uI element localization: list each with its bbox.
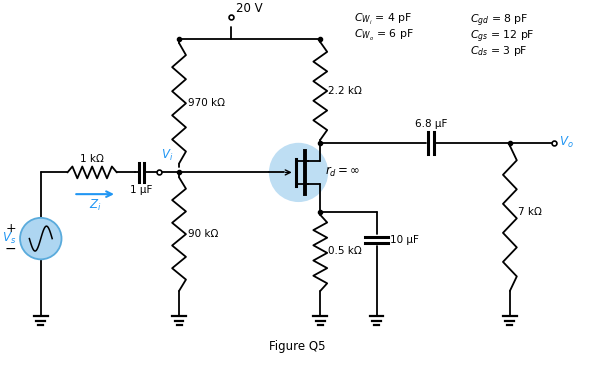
Text: 7 kΩ: 7 kΩ xyxy=(518,207,542,217)
Text: $V_i$: $V_i$ xyxy=(161,147,173,162)
Text: 1 kΩ: 1 kΩ xyxy=(80,154,104,164)
Circle shape xyxy=(269,143,328,202)
Text: $C_{ds}$ = 3 pF: $C_{ds}$ = 3 pF xyxy=(470,44,528,58)
Text: $C_{gs}$ = 12 pF: $C_{gs}$ = 12 pF xyxy=(470,28,535,45)
Text: $C_{gd}$ = 8 pF: $C_{gd}$ = 8 pF xyxy=(470,12,529,29)
Text: 90 kΩ: 90 kΩ xyxy=(188,229,219,239)
Text: −: − xyxy=(4,242,16,256)
Text: $r_d = \infty$: $r_d = \infty$ xyxy=(325,165,361,180)
Text: 20 V: 20 V xyxy=(237,3,263,15)
Text: 2.2 kΩ: 2.2 kΩ xyxy=(328,86,362,96)
Text: $C_{W_i}$ = 4 pF: $C_{W_i}$ = 4 pF xyxy=(354,12,412,27)
Text: $V_o$: $V_o$ xyxy=(559,135,574,150)
Text: 1 μF: 1 μF xyxy=(130,185,153,195)
Text: $C_{W_o}$ = 6 pF: $C_{W_o}$ = 6 pF xyxy=(354,28,414,43)
Text: Figure Q5: Figure Q5 xyxy=(269,340,326,353)
Text: 6.8 μF: 6.8 μF xyxy=(415,119,447,129)
Text: 10 μF: 10 μF xyxy=(390,235,419,245)
Text: 0.5 kΩ: 0.5 kΩ xyxy=(328,246,362,257)
Text: $Z_i$: $Z_i$ xyxy=(89,198,101,213)
Circle shape xyxy=(20,218,61,259)
Text: $V_s$: $V_s$ xyxy=(2,231,16,246)
Text: 970 kΩ: 970 kΩ xyxy=(188,98,225,108)
Text: +: + xyxy=(5,222,16,235)
